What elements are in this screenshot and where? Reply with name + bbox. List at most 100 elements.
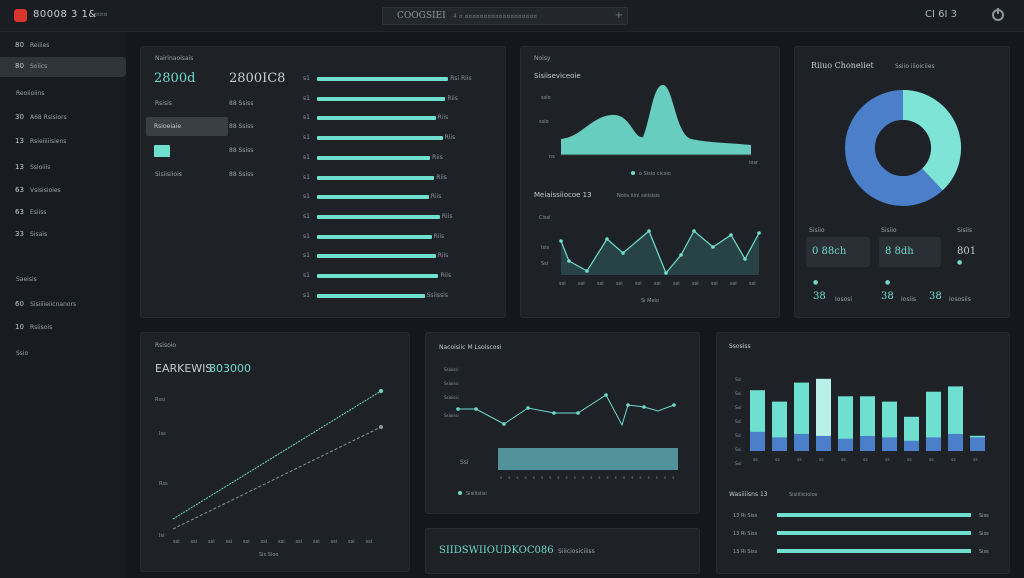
bar-label-left: s1 [303, 252, 310, 260]
x-label: s [500, 475, 502, 480]
dot-label: ● [813, 279, 819, 286]
x-label: ss [775, 458, 780, 463]
sidebar-item-label: Esiiss [30, 209, 47, 216]
card-title: Ssosiss [729, 343, 751, 350]
horizontal-bar [317, 136, 443, 141]
stat-value: 88 Ssiss [229, 147, 254, 154]
headline-card: SIIDSWIIOUDKOC086 Siiiciosiciiiss [425, 528, 700, 574]
bar-label: Ssi [460, 459, 469, 466]
stat-tile[interactable]: 8 8dh [879, 237, 941, 267]
bar-label-right: Riis [437, 252, 449, 260]
sidebar-item-11[interactable]: 60 Sisiiiieiicnanors [0, 295, 126, 315]
sidebar-item-label: Sisais [30, 231, 48, 238]
bar-segment-bottom [904, 440, 919, 451]
stat-tile-value: 0 88ch [812, 246, 847, 257]
sidebar-item-13[interactable]: Ssio [0, 344, 126, 364]
bar-label-left: s1 [303, 75, 310, 82]
row-value: Siss [979, 513, 989, 519]
y-label: Ssioissi [444, 395, 459, 400]
line-point [604, 393, 608, 397]
bar-label-left: s1 [303, 94, 310, 102]
bar-label-left: s1 [303, 173, 310, 181]
sidebar-item-2[interactable]: 80 Soiics [0, 57, 126, 77]
line-bar-chart: Nacoisiic M Lsoiscosi Ssioissi Ssioissi … [439, 344, 678, 497]
row-value: Siss [979, 549, 989, 555]
x-label: s [590, 475, 592, 480]
sidebar-item-7[interactable]: 63 Vsisisioies [0, 181, 126, 201]
x-label: ssi [749, 281, 756, 287]
y-label: Ssi [735, 391, 741, 397]
x-label: s [607, 475, 609, 480]
y-label: Ssioissi [444, 413, 459, 418]
stacked-bars [750, 378, 985, 451]
power-icon[interactable] [992, 8, 1004, 21]
x-label: s [623, 475, 625, 480]
app-logo-icon[interactable] [14, 9, 27, 22]
sidebar-item-num: 80 [15, 41, 24, 49]
top-code[interactable]: CI 6I 3 [925, 9, 957, 20]
line-point [474, 407, 478, 411]
x-label: ss [951, 458, 956, 463]
line-point [757, 231, 761, 235]
horizontal-bar [317, 195, 429, 200]
sidebar-item-1[interactable]: 80 Reiiies [0, 36, 126, 56]
x-label: ssi [208, 539, 215, 545]
plus-icon[interactable]: + [614, 10, 623, 21]
legend-label: o Sisio cicsio [639, 171, 671, 177]
x-label: ssi [673, 281, 680, 287]
x-axis-labels: ss ss ss ss ss ss ss ss ss ss ss [753, 458, 978, 463]
sidebar-item-9[interactable]: 33 Sisais [0, 225, 126, 245]
line-bar-card: Nacoisiic M Lsoiscosi Ssioissi Ssioissi … [425, 332, 700, 514]
bar-label-left: s1 [303, 114, 310, 122]
bar-label-right: Riis [444, 134, 456, 142]
x-label: ss [841, 458, 846, 463]
y-label: Ssioissi [444, 381, 459, 386]
x-label: s [672, 475, 674, 480]
sidebar-item-12[interactable]: 10 Rsiisois [0, 318, 126, 338]
row-bar [777, 513, 971, 517]
bar-segment-top [794, 382, 809, 451]
stat-label: Sisiis [957, 227, 973, 234]
x-label: s [631, 475, 633, 480]
search-input[interactable]: COOGSIEI 4 ¤ ¤¤¤¤¤¤¤¤¤¤¤¤¤¤¤¤¤¤¤ + [382, 7, 628, 25]
line-chart-sub: Noiis iiini ssiisisis [617, 193, 660, 199]
line-point [743, 257, 747, 261]
bar-label-right: Rsi Riis [450, 75, 472, 82]
foot-value: 38 [881, 291, 894, 302]
x-label: s [639, 475, 641, 480]
bar-label-left: s1 [303, 212, 310, 220]
action-button[interactable]: Rsioeiaie [146, 117, 228, 136]
bar-label-left: s1 [303, 272, 310, 279]
trend-endpoint [379, 425, 383, 429]
sidebar-item-3[interactable]: Reoiioiins [0, 84, 126, 104]
trend-endpoint [379, 389, 383, 393]
foot-label: Iososi [835, 296, 853, 303]
card-title: Rsisoio [155, 342, 176, 349]
bar-label-right: Riis [432, 153, 443, 161]
sidebar-item-4[interactable]: 30 A68 Rsisiors [0, 108, 126, 128]
bar-label-right: Riis [447, 94, 458, 102]
y-label: ns [549, 154, 555, 160]
sidebar-item-label: Soiics [30, 63, 48, 70]
sidebar-item-label: Sisiiiieiicnanors [30, 301, 77, 308]
x-label: s [656, 475, 658, 480]
line-series [458, 394, 675, 427]
donut-hole [875, 120, 931, 176]
bar-segment-bottom [750, 431, 765, 451]
x-label: iosr [749, 160, 759, 166]
sidebar-item-5[interactable]: 13 Rsieiiiiisiens [0, 132, 126, 152]
bar-segment-top [926, 391, 941, 451]
line-area [561, 231, 759, 275]
area-chart: ssio ssio ns o Sisio cicsio iosr Meiaiss… [534, 85, 761, 304]
line-point [605, 237, 609, 241]
x-label: s [557, 475, 559, 480]
sidebar-item-8[interactable]: 63 Esiiss [0, 203, 126, 223]
x-label: ssi [692, 281, 699, 287]
bar-label-left: s1 [303, 153, 310, 161]
bar-label-left: s1 [303, 134, 310, 142]
sidebar-item-10[interactable]: Saeisis [0, 270, 126, 290]
sidebar-item-label: Ssioiiis [30, 164, 51, 171]
stat-tile[interactable]: 0 88ch [806, 237, 870, 267]
sidebar-item-num: 30 [15, 113, 24, 121]
sidebar-item-6[interactable]: 13 Ssioiiis [0, 158, 126, 178]
